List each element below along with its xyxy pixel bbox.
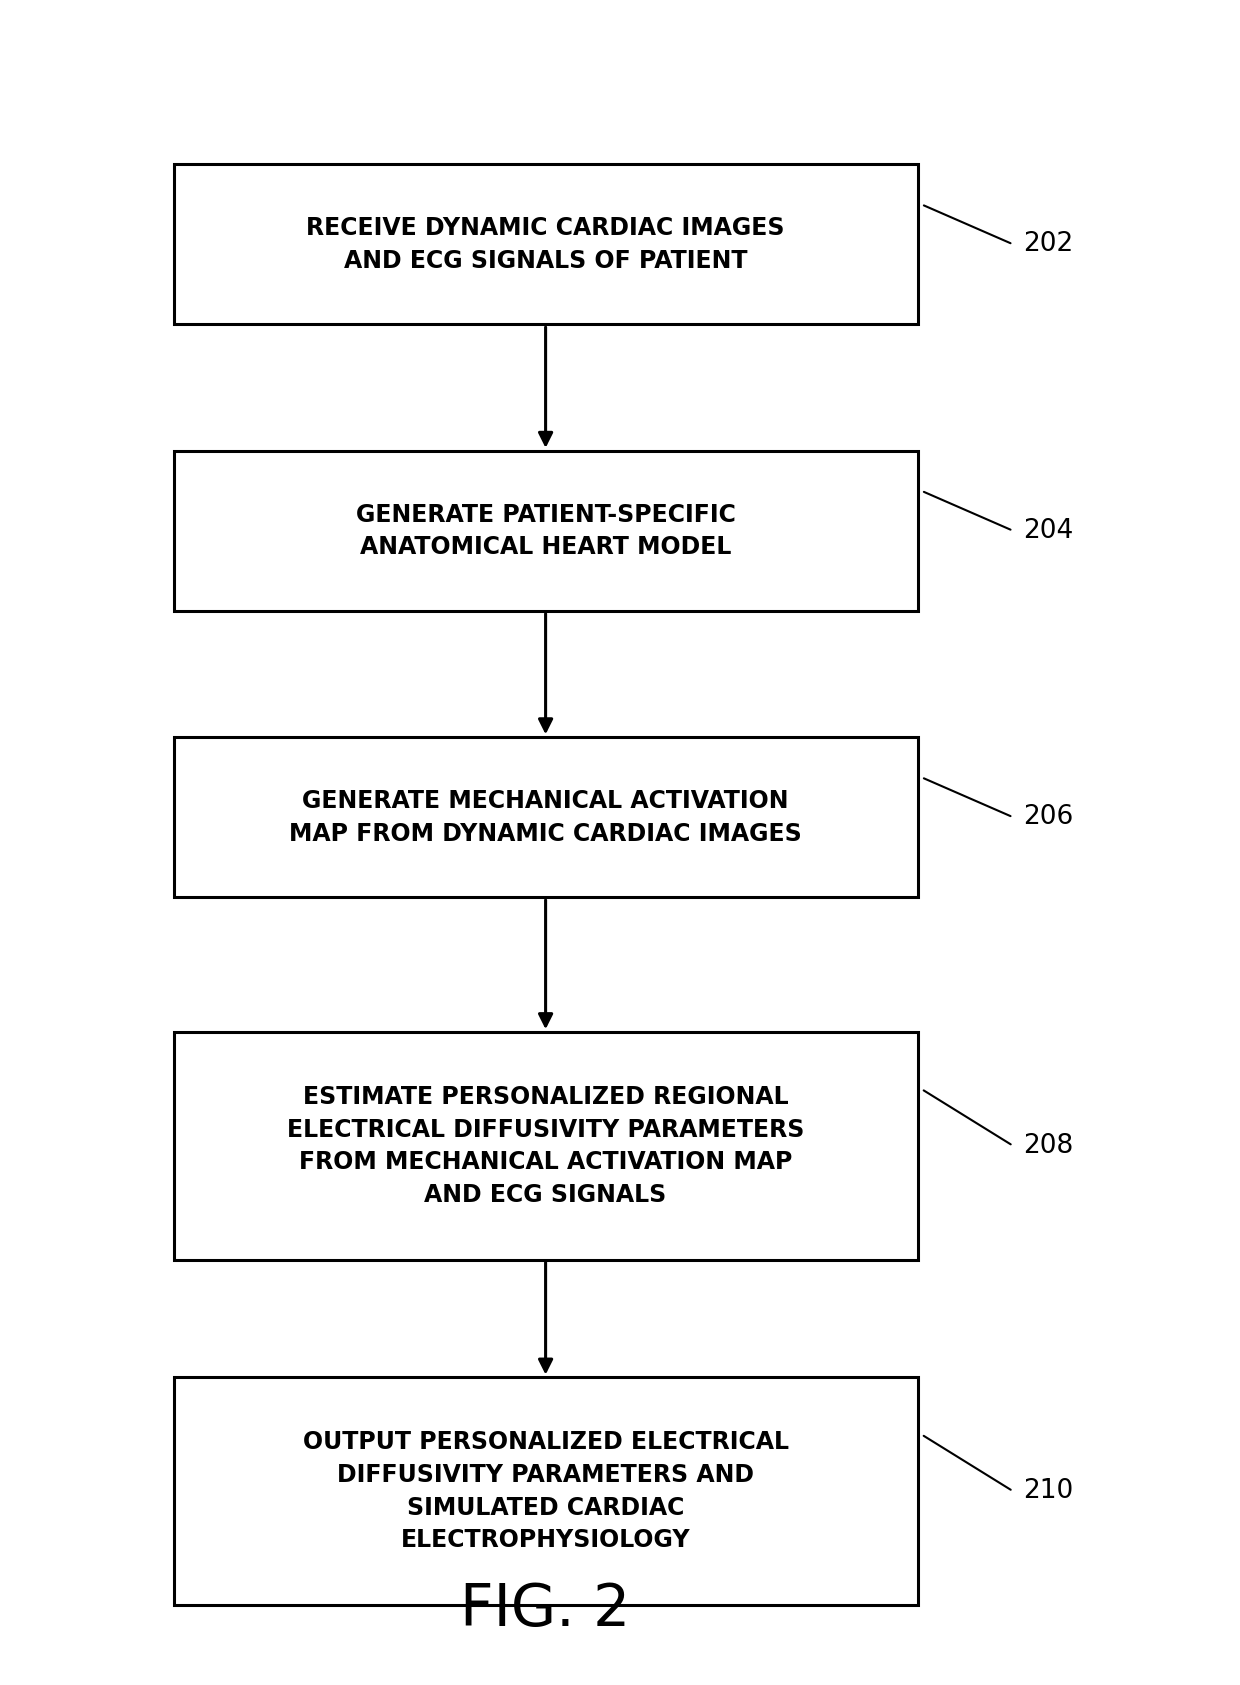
Text: 202: 202 <box>1023 231 1074 258</box>
Text: 204: 204 <box>1023 517 1074 544</box>
Text: ESTIMATE PERSONALIZED REGIONAL
ELECTRICAL DIFFUSIVITY PARAMETERS
FROM MECHANICAL: ESTIMATE PERSONALIZED REGIONAL ELECTRICA… <box>286 1085 805 1206</box>
Text: RECEIVE DYNAMIC CARDIAC IMAGES
AND ECG SIGNALS OF PATIENT: RECEIVE DYNAMIC CARDIAC IMAGES AND ECG S… <box>306 216 785 273</box>
Text: OUTPUT PERSONALIZED ELECTRICAL
DIFFUSIVITY PARAMETERS AND
SIMULATED CARDIAC
ELEC: OUTPUT PERSONALIZED ELECTRICAL DIFFUSIVI… <box>303 1431 789 1552</box>
Text: 206: 206 <box>1023 804 1074 831</box>
Bar <box>174 1031 918 1260</box>
Bar <box>174 165 918 324</box>
Text: FIG. 2: FIG. 2 <box>460 1581 631 1638</box>
Text: 208: 208 <box>1023 1132 1074 1159</box>
Text: 210: 210 <box>1023 1478 1074 1505</box>
Bar <box>174 738 918 896</box>
Bar <box>174 450 918 612</box>
Bar <box>174 1378 918 1604</box>
Text: GENERATE MECHANICAL ACTIVATION
MAP FROM DYNAMIC CARDIAC IMAGES: GENERATE MECHANICAL ACTIVATION MAP FROM … <box>289 789 802 846</box>
Text: GENERATE PATIENT-SPECIFIC
ANATOMICAL HEART MODEL: GENERATE PATIENT-SPECIFIC ANATOMICAL HEA… <box>356 502 735 559</box>
